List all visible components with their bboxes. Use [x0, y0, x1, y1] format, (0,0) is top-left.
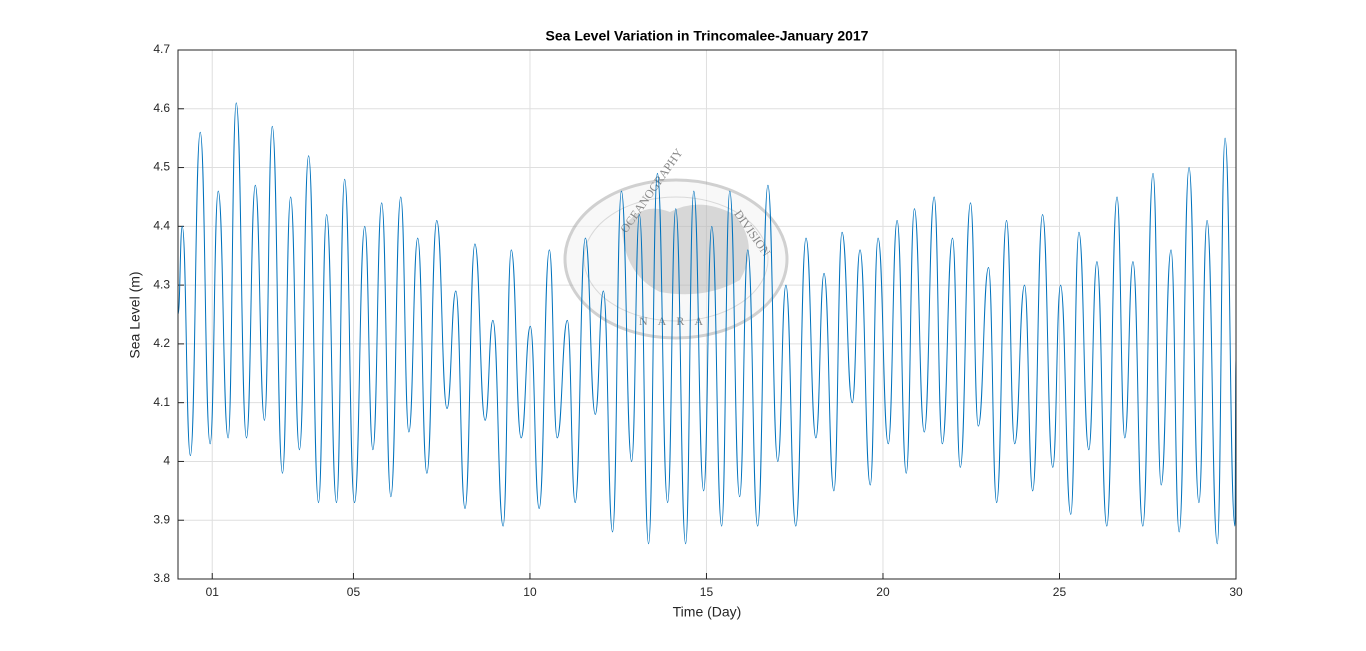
x-tick-label: 30: [1229, 585, 1243, 599]
y-axis-label: Sea Level (m): [127, 271, 143, 358]
x-tick-label: 01: [206, 585, 220, 599]
x-tick-label: 20: [876, 585, 890, 599]
data-line: [177, 102, 1237, 545]
y-tick-label: 4.6: [153, 101, 170, 115]
x-axis-label: Time (Day): [673, 604, 742, 620]
chart-title: Sea Level Variation in Trincomalee-Janua…: [546, 28, 869, 44]
watermark-text: NARA: [639, 314, 713, 328]
y-tick-label: 3.8: [153, 571, 170, 585]
ticks: 3.8 3.9 4 4.1 4.2 4.3 4.4 4.5 4.6 4.7 01 05 10 15 20 25…: [153, 42, 1243, 599]
y-tick-label: 4: [163, 454, 170, 468]
axes-box: [177, 49, 1237, 580]
y-tick-label: 4.7: [153, 42, 170, 56]
x-tick-label: 25: [1053, 585, 1067, 599]
y-tick-label: 4.1: [153, 395, 170, 409]
y-tick-label: 3.9: [153, 512, 170, 526]
x-tick-label: 05: [347, 585, 361, 599]
y-tick-label: 4.3: [153, 277, 170, 291]
y-tick-label: 4.5: [153, 160, 170, 174]
watermark-inner-ring: [583, 196, 769, 322]
x-tick-label: 10: [523, 585, 537, 599]
lines: [177, 102, 1237, 545]
y-tick-label: 4.2: [153, 336, 170, 350]
y-tick-label: 4.4: [153, 219, 170, 233]
x-tick-label: 15: [700, 585, 714, 599]
